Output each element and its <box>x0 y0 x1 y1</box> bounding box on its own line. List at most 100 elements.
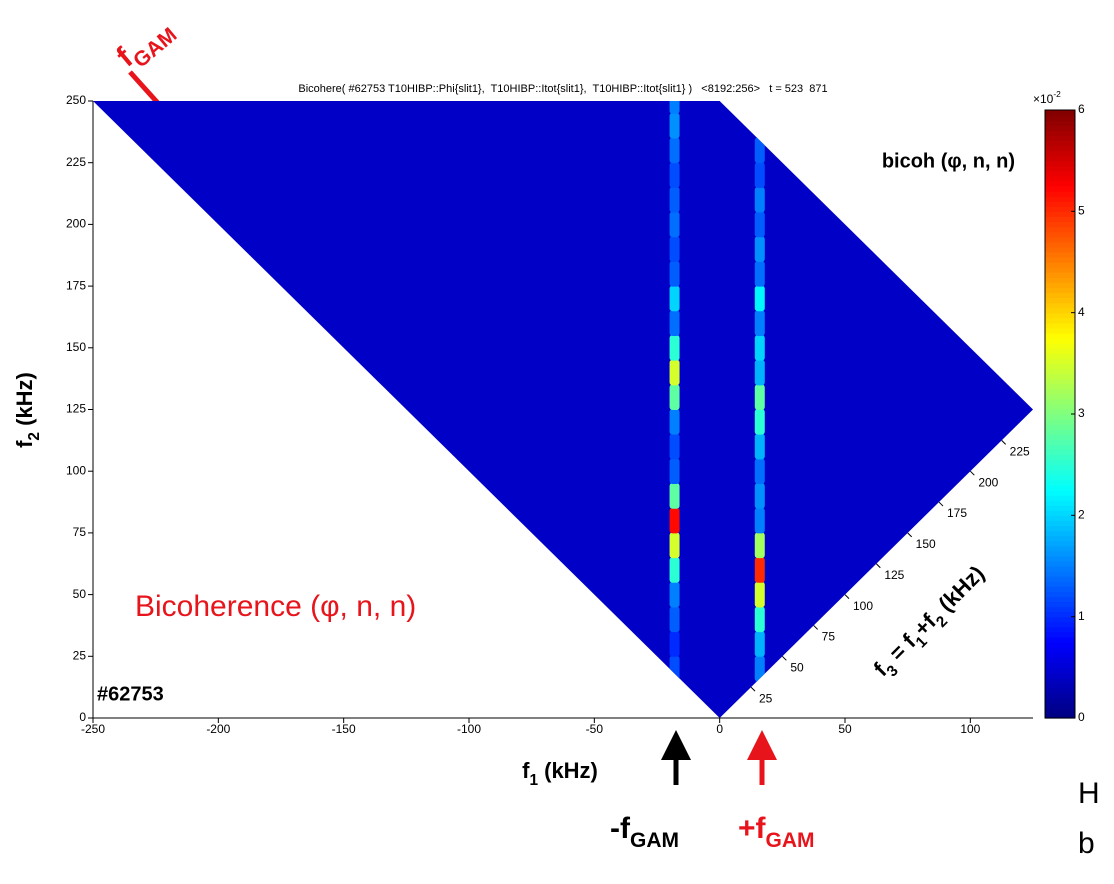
colorbar-step <box>1045 358 1075 364</box>
colorbar-step <box>1045 368 1075 375</box>
x-tick-label: 50 <box>838 722 852 736</box>
x-axis-label-part: f <box>522 758 530 783</box>
colorbar-step <box>1045 191 1075 197</box>
f3-tick-label: 225 <box>1010 445 1030 459</box>
colorbar-step <box>1045 130 1075 136</box>
side-text: H <box>1078 777 1100 810</box>
colorbar-step <box>1045 626 1075 633</box>
colorbar-step <box>1045 560 1075 567</box>
colorbar-step <box>1045 439 1075 445</box>
y-axis-label-part: (kHz) <box>12 372 37 432</box>
y-tick-label: 25 <box>73 648 87 662</box>
f3-tick <box>844 594 850 599</box>
colorbar-step <box>1045 454 1075 461</box>
heat-cell <box>754 606 765 633</box>
heat-cell <box>754 285 765 312</box>
colorbar-step <box>1045 434 1075 440</box>
y-axis-label-part: f <box>12 440 37 448</box>
heat-cell <box>754 581 765 608</box>
colorbar-step <box>1045 414 1075 420</box>
colorbar-step <box>1045 322 1075 329</box>
x-tick-label: 100 <box>960 722 980 736</box>
heat-cell <box>754 186 765 213</box>
colorbar-step <box>1045 332 1075 339</box>
colorbar-step <box>1045 540 1075 547</box>
colorbar-step <box>1045 135 1075 141</box>
heat-cell <box>669 458 680 485</box>
colorbar-step <box>1045 611 1075 618</box>
y-tick-label: 75 <box>73 525 87 539</box>
f3-tick <box>969 470 975 476</box>
colorbar-step <box>1045 657 1075 663</box>
heat-cell <box>669 581 680 608</box>
heat-cell <box>754 137 765 164</box>
colorbar-step <box>1045 525 1075 532</box>
colorbar-step <box>1045 515 1075 521</box>
heat-cell <box>669 101 680 114</box>
heat-cell <box>669 359 680 386</box>
heat-cell <box>754 260 765 287</box>
colorbar-step <box>1045 474 1075 481</box>
colorbar-step <box>1045 378 1075 385</box>
colorbar-step <box>1045 591 1075 597</box>
colorbar-step <box>1045 272 1075 278</box>
f3-tick <box>781 655 787 661</box>
heat-cell <box>754 507 765 534</box>
colorbar-step <box>1045 642 1075 648</box>
colorbar-step <box>1045 241 1075 248</box>
f3-tick <box>1001 439 1007 445</box>
colorbar-step <box>1045 231 1075 238</box>
colorbar-step <box>1045 221 1075 228</box>
colorbar-step <box>1045 353 1075 359</box>
heat-cell <box>669 260 680 287</box>
colorbar-step <box>1045 373 1075 380</box>
domain <box>93 101 1033 718</box>
colorbar-step <box>1045 327 1075 334</box>
colorbar-step <box>1045 702 1075 709</box>
y-tick-label: 200 <box>66 217 86 231</box>
heat-cell <box>669 606 680 633</box>
y-tick-label: 225 <box>66 155 86 169</box>
y-tick-label: 250 <box>66 93 86 107</box>
heat-cell <box>669 507 680 534</box>
colorbar-step <box>1045 267 1075 273</box>
colorbar-step <box>1045 408 1075 415</box>
colorbar-step <box>1045 343 1075 349</box>
colorbar-tick-label: 3 <box>1078 406 1085 420</box>
heat-cell <box>754 532 765 559</box>
heat-cell <box>669 334 680 361</box>
colorbar-step <box>1045 419 1075 425</box>
heat-cell <box>669 532 680 559</box>
colorbar-tick-label: 6 <box>1078 102 1085 116</box>
heat-cell <box>754 359 765 386</box>
colorbar-step <box>1045 500 1075 506</box>
colorbar-step <box>1045 180 1075 187</box>
heat-cell <box>669 433 680 460</box>
colorbar-step <box>1045 348 1075 354</box>
gam-plus-label: +fGAM <box>738 812 815 852</box>
colorbar-step <box>1045 586 1075 592</box>
colorbar-step <box>1045 545 1075 552</box>
colorbar-step <box>1045 175 1075 182</box>
colorbar-step <box>1045 398 1075 405</box>
colorbar-step <box>1045 150 1075 157</box>
heat-cell <box>754 236 765 262</box>
x-axis-label-part: (kHz) <box>538 758 598 783</box>
colorbar-step <box>1045 621 1075 628</box>
heat-cell <box>754 458 765 485</box>
colorbar-step <box>1045 571 1075 577</box>
f3-tick-label: 200 <box>978 475 998 489</box>
f3-tick-label: 25 <box>759 691 773 705</box>
colorbar-step <box>1045 251 1075 258</box>
colorbar-step <box>1045 125 1075 131</box>
colorbar-step <box>1045 662 1075 668</box>
colorbar-step <box>1045 647 1075 653</box>
f3-axis-label-part: (kHz) <box>929 561 989 621</box>
heat-cell <box>754 211 765 238</box>
colorbar-step <box>1045 338 1075 344</box>
colorbar-label-part: ×10 <box>1033 92 1054 106</box>
colorbar-label: ×10-2 <box>1033 89 1061 106</box>
y-tick-label: 125 <box>66 402 86 416</box>
